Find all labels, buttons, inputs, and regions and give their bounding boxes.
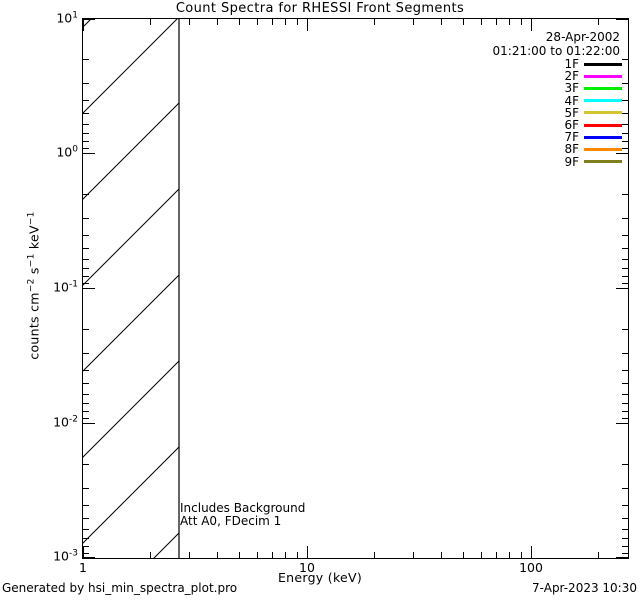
x-axis-ticks-bottom [83, 546, 599, 558]
y-axis-title-wrapper: counts cm−2 s−1 keV−1 [0, 0, 41, 359]
legend-swatch-2f [584, 74, 622, 78]
y-axis-tick-labels: 101 100 10-1 10-2 10-3 [0, 0, 78, 600]
legend-label-8f: 8F [564, 142, 579, 157]
plot-annotation: Includes Background Att A0, FDecim 1 [180, 502, 305, 528]
legend-swatch-9f [584, 160, 622, 164]
footer-generated-by: Generated by hsi_min_spectra_plot.pro [2, 581, 238, 595]
legend-item-2f[interactable]: 2F [440, 69, 622, 84]
xtick-label-10: 10 [299, 560, 315, 575]
legend-label-9f: 9F [564, 154, 579, 169]
x-axis-title: Energy (keV) [277, 570, 363, 585]
legend-swatch-7f [584, 135, 622, 139]
legend-swatch-6f [584, 123, 622, 127]
legend-swatch-4f [584, 99, 622, 103]
x-axis-ticks-top [83, 19, 599, 31]
ytick-label-1e-1: 10-1 [53, 279, 78, 295]
y-axis-title: counts cm−2 s−1 keV−1 [26, 211, 42, 360]
legend-label-5f: 5F [564, 105, 579, 120]
legend-item-9f[interactable]: 9F [440, 154, 622, 169]
legend-item-4f[interactable]: 4F [440, 93, 622, 108]
legend-swatch-3f [584, 86, 622, 90]
ytick-label-1e0: 100 [56, 144, 78, 160]
legend-item-1f[interactable]: 1F [440, 57, 622, 72]
observation-time-range: 01:21:00 to 01:22:00 [492, 44, 620, 58]
legend-item-3f[interactable]: 3F [440, 81, 622, 96]
legend-item-7f[interactable]: 7F [440, 130, 622, 145]
legend-item-8f[interactable]: 8F [440, 142, 622, 157]
observation-date: 28-Apr-2002 [545, 30, 620, 44]
legend-label-6f: 6F [564, 118, 579, 133]
ytick-label-1e-2: 10-2 [53, 414, 78, 430]
y-axis-ticks-left [83, 19, 95, 558]
legend-item-6f[interactable]: 6F [440, 118, 622, 133]
ytick-label-1e-3: 10-3 [53, 548, 78, 564]
legend: 28-Apr-2002 01:21:00 to 01:22:00 1F 2F 3… [440, 30, 622, 169]
legend-label-3f: 3F [564, 81, 579, 96]
legend-swatch-5f [584, 111, 622, 115]
ytick-label-1e1: 101 [56, 10, 78, 26]
xtick-label-100: 100 [519, 560, 543, 575]
xtick-label-1: 1 [79, 560, 87, 575]
hatched-region [83, 19, 179, 558]
legend-label-7f: 7F [564, 130, 579, 145]
legend-item-5f[interactable]: 5F [440, 105, 622, 120]
plot-canvas [83, 19, 628, 558]
plot-svg [83, 19, 628, 558]
legend-label-4f: 4F [564, 93, 579, 108]
footer-timestamp: 7-Apr-2023 10:30 [532, 581, 637, 595]
y-axis-ticks-right [616, 19, 628, 558]
legend-entries: 1F 2F 3F 4F 5F 6F [440, 57, 622, 169]
legend-swatch-8f [584, 147, 622, 151]
legend-label-1f: 1F [564, 57, 579, 72]
legend-label-2f: 2F [564, 69, 579, 84]
plot-area: Includes Background Att A0, FDecim 1 [82, 18, 629, 559]
annotation-line-1: Includes Background [180, 501, 306, 515]
annotation-line-2: Att A0, FDecim 1 [180, 514, 282, 528]
page-title: Count Spectra for RHESSI Front Segments [175, 1, 465, 16]
legend-swatch-1f [584, 62, 622, 66]
